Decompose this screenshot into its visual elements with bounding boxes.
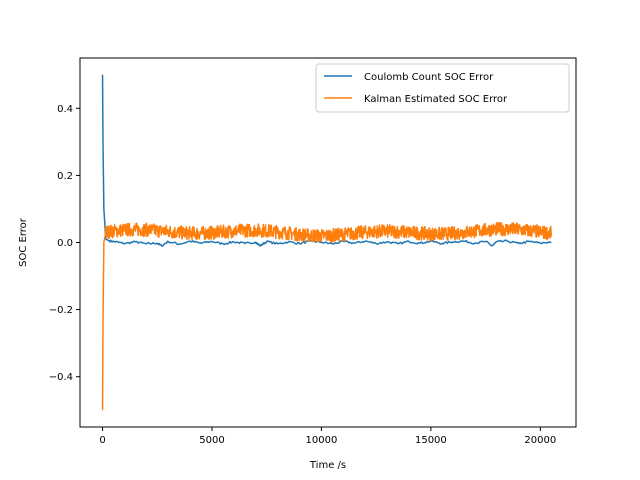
y-tick-label: 0.2 [57,171,73,182]
legend-label-kalman: Kalman Estimated SOC Error [364,94,508,105]
legend-box [315,63,570,113]
x-tick-label: 0 [99,435,105,446]
series-line-kalman [101,221,553,411]
x-axis-ticks: 0 5000 10000 15000 20000 [99,427,556,446]
y-tick-label: 0.0 [57,238,73,249]
y-tick-label: −0.2 [49,305,73,316]
x-tick-label: 15000 [415,435,447,446]
y-axis-ticks: −0.4 −0.2 0.0 0.2 0.4 [49,104,80,383]
legend: Coulomb Count SOC Error Kalman Estimated… [315,63,570,113]
x-axis-label: Time /s [309,460,346,471]
x-tick-label: 10000 [306,435,338,446]
legend-label-coulomb: Coulomb Count SOC Error [364,72,494,83]
y-tick-label: −0.4 [49,372,73,383]
y-axis-label: SOC Error [18,217,29,267]
x-tick-label: 20000 [524,435,556,446]
y-tick-label: 0.4 [57,104,73,115]
x-tick-label: 5000 [199,435,224,446]
series-layer [101,74,553,411]
